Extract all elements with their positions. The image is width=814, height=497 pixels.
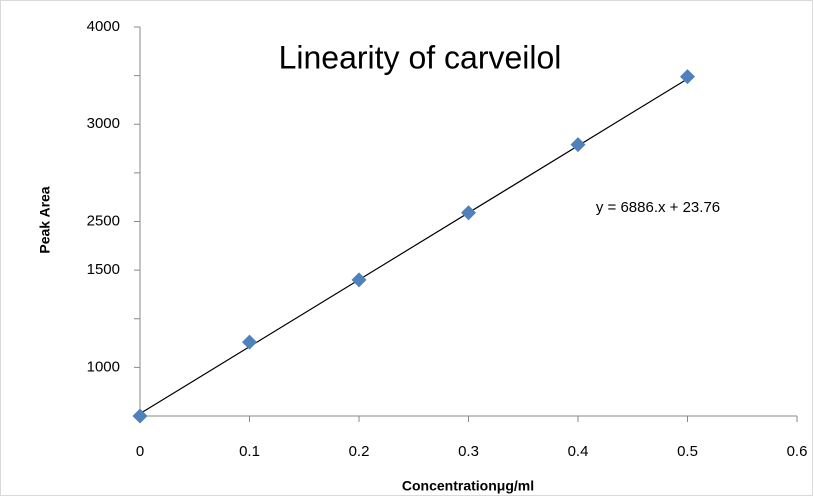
annotation: y = 6886.x + 23.76 xyxy=(596,199,720,216)
data-point xyxy=(132,408,148,424)
x-tick-label: 0 xyxy=(136,443,144,460)
x-tick-label: 0.6 xyxy=(787,443,808,460)
data-point xyxy=(461,205,476,221)
y-tick-label: 4000 xyxy=(87,18,120,35)
x-tick-label: 0.3 xyxy=(458,443,479,460)
x-tick-label: 0.1 xyxy=(239,443,260,460)
x-tick-label: 0.5 xyxy=(677,443,698,460)
data-point xyxy=(351,272,367,288)
data-point xyxy=(570,137,586,153)
x-axis-label: Concentrationμg/ml xyxy=(402,478,534,494)
y-tick-label: 2500 xyxy=(87,212,120,229)
trendline xyxy=(139,78,688,415)
chart-title: Linearity of carveilol xyxy=(279,39,562,75)
x-tick-label: 0.2 xyxy=(349,443,370,460)
data-point xyxy=(680,69,695,85)
y-tick-label: 3000 xyxy=(87,115,120,132)
y-tick-label: 1500 xyxy=(87,261,120,278)
x-tick-label: 0.4 xyxy=(568,443,589,460)
data-point xyxy=(242,334,257,350)
y-tick-label: 1000 xyxy=(87,358,120,375)
y-axis-label: Peak Area xyxy=(37,186,53,253)
